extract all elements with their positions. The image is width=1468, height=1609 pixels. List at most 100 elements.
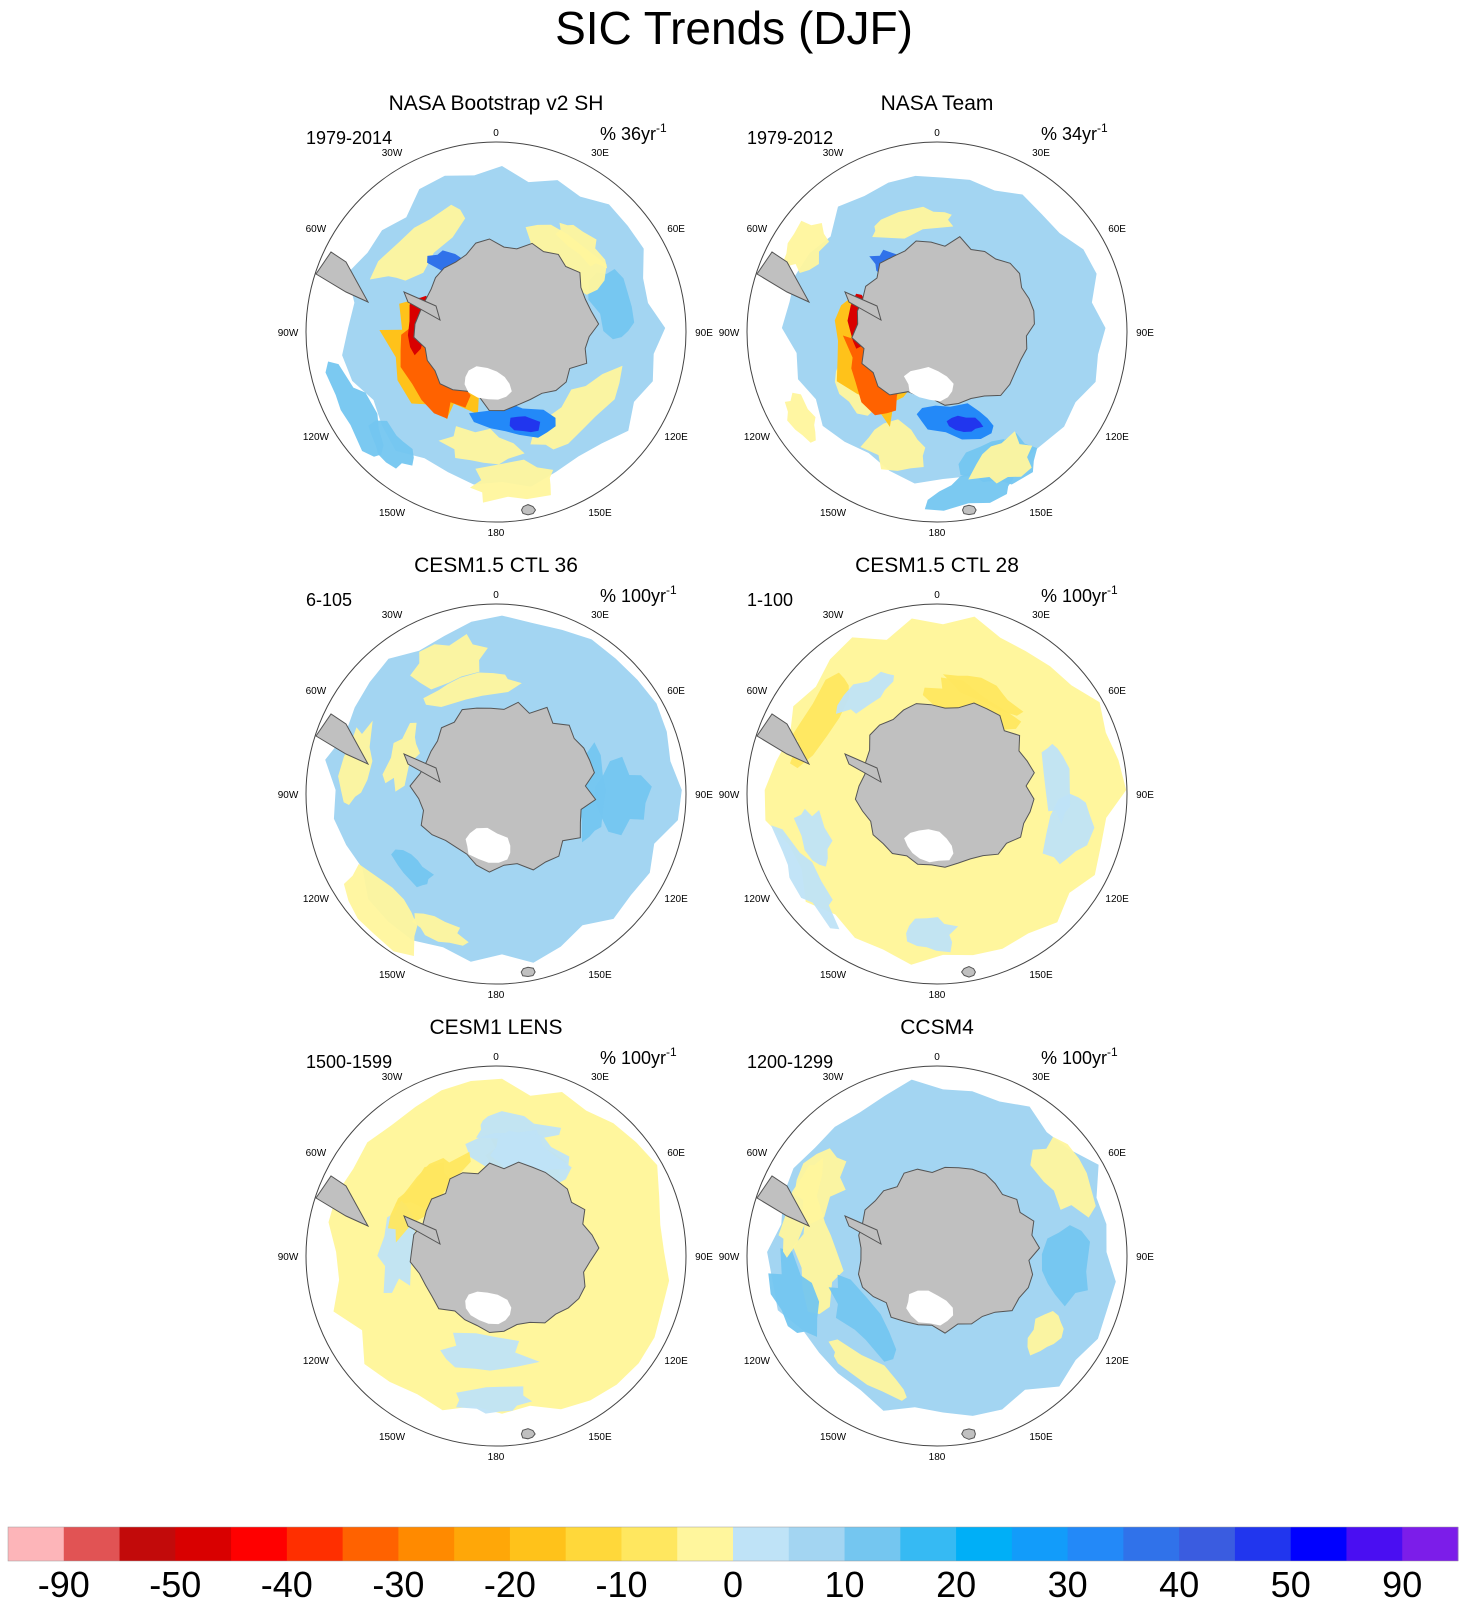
colorbar-tick-label: 40	[1159, 1564, 1199, 1605]
longitude-label: 120E	[1105, 894, 1129, 905]
trend-region	[391, 849, 434, 888]
colorbar-tick-label: 0	[723, 1564, 743, 1605]
longitude-label: 30W	[823, 148, 844, 159]
colorbar-tick-label: 90	[1382, 1564, 1422, 1605]
longitude-label: 120W	[744, 894, 771, 905]
longitude-label: 60E	[667, 1148, 685, 1159]
longitude-label: 90E	[695, 1252, 713, 1263]
longitude-label: 60E	[667, 224, 685, 235]
trend-region	[906, 917, 959, 953]
new-zealand	[961, 504, 977, 516]
longitude-label: 90E	[695, 328, 713, 339]
colorbar: -90 -50 -40 -30 -20 -10 0 10 20 30 40 50 90	[7, 1526, 1459, 1605]
longitude-label: 0	[934, 590, 940, 601]
ross-ice-shelf-gap	[903, 367, 954, 402]
trend-region	[780, 220, 830, 273]
trend-region	[793, 808, 833, 867]
trend-region	[828, 1274, 897, 1362]
map-panel: 0 30E 60E 90E 120E 150E 180 150W 120W 90W 60W 30W CE…	[719, 554, 1155, 1001]
ross-ice-shelf-gap	[464, 366, 512, 400]
panel-units: % 36yr-1	[600, 121, 667, 144]
longitude-label: 120E	[664, 432, 688, 443]
map-outline	[305, 141, 687, 523]
panel-period: 1979-2012	[747, 128, 833, 148]
trend-region	[784, 392, 816, 443]
antarctica	[413, 238, 600, 412]
longitude-label: 30E	[591, 148, 609, 159]
colorbar-swatch	[733, 1527, 790, 1561]
antarctica	[409, 1161, 600, 1334]
panel-period: 1-100	[747, 590, 793, 610]
panel-units: % 100yr-1	[600, 1045, 677, 1068]
longitude-label: 30W	[382, 610, 403, 621]
longitude-label: 30W	[823, 610, 844, 621]
longitude-label: 60W	[306, 224, 327, 235]
map-outline	[746, 141, 1128, 523]
trend-region	[530, 365, 623, 450]
trend-region	[860, 419, 926, 471]
antarctica-landmass	[403, 238, 600, 412]
antarctica-landmass	[844, 236, 1035, 406]
longitude-label: 150W	[820, 1432, 847, 1443]
colorbar-tick-label: -10	[595, 1564, 647, 1605]
antarctic-peninsula	[844, 291, 882, 322]
longitude-label: 60W	[747, 686, 768, 697]
longitude-label: 90E	[1136, 1252, 1154, 1263]
panel-title: NASA Bootstrap v2 SH	[389, 92, 604, 115]
ross-ice-shelf-gap	[465, 1291, 512, 1325]
colorbar-swatch	[286, 1527, 344, 1561]
colorbar-swatch	[342, 1527, 399, 1561]
colorbar-swatch	[844, 1527, 901, 1561]
south-america	[756, 251, 811, 304]
longitude-label: 30E	[1032, 148, 1050, 159]
map-panel: 0 30E 60E 90E 120E 150E 180 150W 120W 90W 60W 30W NA…	[719, 92, 1155, 539]
panel-title: NASA Team	[881, 92, 994, 115]
colorbar-swatch	[900, 1527, 957, 1561]
colorbar-tick-label: 20	[936, 1564, 976, 1605]
map-panel: 0 30E 60E 90E 120E 150E 180 150W 120W 90W 60W 30W NA…	[278, 92, 714, 539]
longitude-label: 60E	[667, 686, 685, 697]
longitude-label: 90W	[278, 328, 299, 339]
new-zealand	[961, 1428, 976, 1440]
trend-region	[595, 756, 652, 836]
colorbar-tick-label: -50	[149, 1564, 201, 1605]
longitude-label: 30W	[382, 148, 403, 159]
longitude-label: 150W	[820, 970, 847, 981]
panel-period: 1979-2014	[306, 128, 392, 148]
south-america	[756, 713, 811, 766]
colorbar-swatch	[621, 1527, 678, 1561]
south-america	[315, 251, 370, 304]
longitude-label: 120W	[303, 894, 330, 905]
trend-region	[509, 416, 541, 433]
colorbar-swatch	[788, 1527, 845, 1561]
longitude-label: 30W	[823, 1072, 844, 1083]
longitude-label: 150W	[379, 970, 406, 981]
trend-region	[338, 720, 373, 805]
longitude-label: 180	[488, 990, 505, 1001]
trend-region	[555, 222, 608, 269]
longitude-label: 180	[488, 528, 505, 539]
longitude-label: 180	[929, 528, 946, 539]
trend-region	[438, 426, 525, 465]
map-outline	[746, 603, 1128, 985]
antarctic-peninsula	[844, 1215, 882, 1246]
new-zealand	[520, 1428, 536, 1440]
longitude-label: 60W	[306, 686, 327, 697]
colorbar-tick-label: -40	[261, 1564, 313, 1605]
colorbar-tick-label: 10	[824, 1564, 864, 1605]
trend-region	[423, 672, 522, 707]
panel-period: 1500-1599	[306, 1052, 392, 1072]
colorbar-swatch	[398, 1527, 455, 1561]
trend-region	[470, 459, 554, 503]
map-panel: 0 30E 60E 90E 120E 150E 180 150W 120W 90W 60W 30W CC…	[719, 1016, 1155, 1463]
antarctica	[409, 701, 597, 873]
trend-region	[946, 415, 984, 432]
longitude-label: 90W	[278, 1252, 299, 1263]
longitude-label: 180	[929, 1452, 946, 1463]
longitude-label: 120W	[303, 1356, 330, 1367]
colorbar-swatch	[1179, 1527, 1236, 1561]
new-zealand	[520, 966, 536, 978]
map-outline	[305, 1065, 687, 1447]
ross-ice-shelf-gap	[465, 827, 511, 863]
antarctic-peninsula	[403, 1215, 441, 1246]
